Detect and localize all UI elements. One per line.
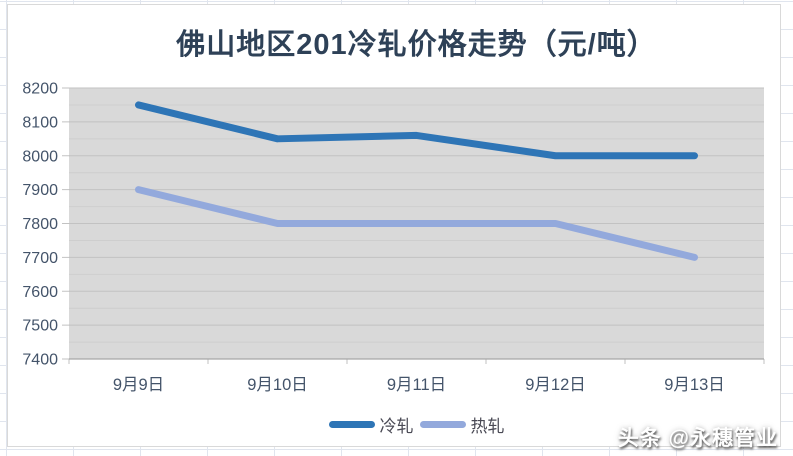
x-tick-label: 9月9日	[113, 376, 164, 394]
legend-item-hot-rolled: 热轧	[419, 412, 505, 437]
x-axis-labels: 9月9日 9月10日 9月11日 9月12日 9月13日	[113, 376, 725, 394]
line-chart: 7400 7500 7600 7700 7800 7900 8000 8100 8200 9月9日…	[22, 81, 765, 394]
y-tick-label: 7600	[22, 284, 58, 301]
legend-item-cold-rolled: 冷轧	[328, 412, 414, 437]
y-tick-label: 7400	[22, 352, 58, 369]
y-tick-label: 7900	[22, 182, 58, 199]
y-tick-label: 7700	[22, 250, 58, 267]
y-tick-label: 8100	[22, 114, 58, 131]
series-line-hot-rolled	[135, 186, 698, 261]
legend-label-hot-rolled: 热轧	[470, 417, 505, 436]
y-tick-label: 7500	[22, 318, 58, 335]
y-tick-label: 7800	[22, 216, 58, 233]
legend-key-hot-rolled	[419, 421, 466, 428]
axis-ticks	[62, 87, 765, 364]
y-tick-label: 8200	[22, 81, 58, 98]
legend-label-cold-rolled: 冷轧	[379, 417, 414, 436]
chart-title: 佛山地区201冷轧价格走势（元/吨）	[176, 29, 657, 61]
legend-key-cold-rolled	[328, 421, 375, 428]
series-line-cold-rolled	[135, 101, 698, 160]
x-tick-label: 9月12日	[525, 376, 586, 394]
y-tick-label: 8000	[22, 148, 58, 165]
x-tick-label: 9月11日	[387, 376, 446, 394]
chart-container: 佛山地区201冷轧价格走势（元/吨） 7400 7500 7600 7700 7800 7…	[7, 4, 781, 450]
x-tick-label: 9月13日	[664, 376, 725, 394]
y-axis-labels: 7400 7500 7600 7700 7800 7900 8000 8100 8200	[22, 81, 58, 369]
watermark: 头条 @永穗管业	[617, 427, 778, 450]
x-tick-label: 9月10日	[247, 376, 308, 394]
chart-legend: 冷轧 热轧	[69, 412, 764, 437]
